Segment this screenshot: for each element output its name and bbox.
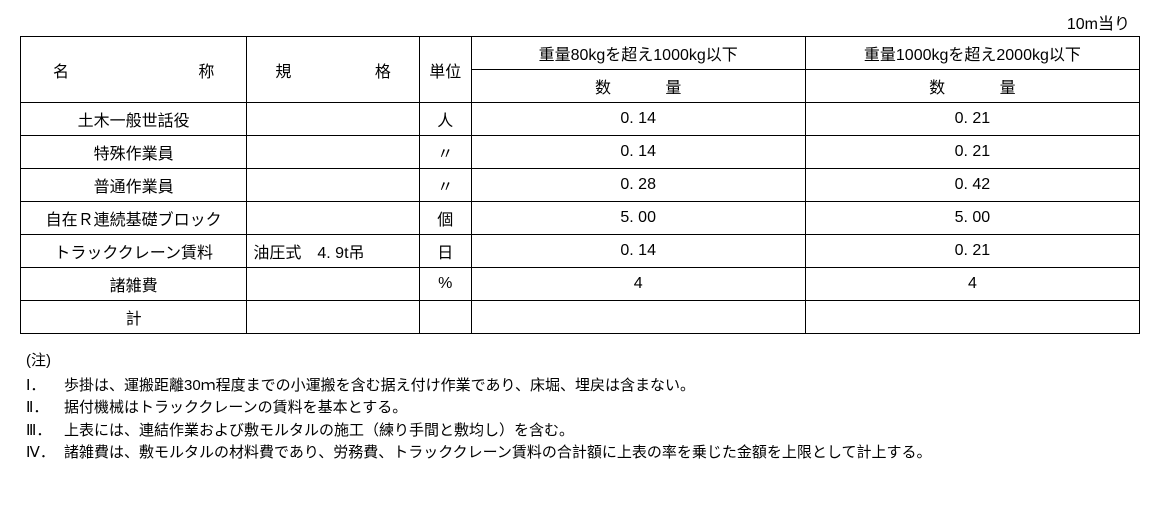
- cell-spec: [247, 202, 419, 235]
- cell-qty2: 5. 00: [805, 202, 1139, 235]
- cell-name: 特殊作業員: [21, 136, 247, 169]
- notes-section: (注) Ⅰ．歩掛は、運搬距離30ｍ程度までの小運搬を含む据え付け作業であり、床堀…: [20, 350, 1142, 465]
- note-item: Ⅲ．上表には、連結作業および敷モルタルの施工（練り手間と敷均し）を含む。: [26, 420, 1142, 443]
- cell-spec: [247, 103, 419, 136]
- table-row: 土木一般世話役 人0. 140. 21: [21, 103, 1140, 136]
- note-text: 上表には、連結作業および敷モルタルの施工（練り手間と敷均し）を含む。: [64, 420, 1142, 443]
- table-row: 計: [21, 301, 1140, 334]
- note-num: Ⅲ．: [26, 420, 64, 443]
- cell-unit: 日: [419, 235, 471, 268]
- cell-name: 土木一般世話役: [21, 103, 247, 136]
- table-row: トラッククレーン賃料油圧式 4. 9t吊日0. 140. 21: [21, 235, 1140, 268]
- header-spec-right: 格: [375, 58, 391, 82]
- main-table: 名 称 規 格 単位 重量80kgを超え1000kg以下 重量1000kgを超え…: [20, 36, 1140, 334]
- cell-qty2: [805, 301, 1139, 334]
- cell-spec: 油圧式 4. 9t吊: [247, 235, 419, 268]
- cell-qty2: 0. 42: [805, 169, 1139, 202]
- notes-title: (注): [26, 350, 1142, 373]
- note-item: Ⅳ．諸雑費は、敷モルタルの材料費であり、労務費、トラッククレーン賃料の合計額に上…: [26, 442, 1142, 465]
- cell-unit: 個: [419, 202, 471, 235]
- cell-spec: [247, 301, 419, 334]
- table-row: 自在Ｒ連続基礎ブロック個5. 005. 00: [21, 202, 1140, 235]
- cell-spec: [247, 268, 419, 301]
- cell-qty1: [471, 301, 805, 334]
- cell-spec: [247, 169, 419, 202]
- cell-name: 計: [21, 301, 247, 334]
- table-row: 普通作業員 〃0. 280. 42: [21, 169, 1140, 202]
- note-num: Ⅰ．: [26, 375, 64, 398]
- header-name: 名 称: [21, 37, 247, 103]
- note-text: 据付機械はトラッククレーンの賃料を基本とする。: [64, 397, 1142, 420]
- cell-name: 自在Ｒ連続基礎ブロック: [21, 202, 247, 235]
- notes-list: Ⅰ．歩掛は、運搬距離30ｍ程度までの小運搬を含む据え付け作業であり、床堀、埋戻は…: [26, 375, 1142, 465]
- header-name-left: 名: [53, 58, 69, 82]
- note-item: Ⅰ．歩掛は、運搬距離30ｍ程度までの小運搬を含む据え付け作業であり、床堀、埋戻は…: [26, 375, 1142, 398]
- cell-qty1: 0. 14: [471, 235, 805, 268]
- cell-unit: [419, 301, 471, 334]
- header-name-right: 称: [198, 58, 214, 82]
- cell-unit: 〃: [419, 136, 471, 169]
- header-qty1: 数 量: [471, 70, 805, 103]
- header-weight1: 重量80kgを超え1000kg以下: [471, 37, 805, 70]
- note-num: Ⅳ．: [26, 442, 64, 465]
- cell-qty2: 4: [805, 268, 1139, 301]
- cell-qty1: 0. 14: [471, 103, 805, 136]
- note-text: 歩掛は、運搬距離30ｍ程度までの小運搬を含む据え付け作業であり、床堀、埋戻は含ま…: [64, 375, 1142, 398]
- note-num: Ⅱ．: [26, 397, 64, 420]
- cell-name: 諸雑費: [21, 268, 247, 301]
- cell-qty1: 5. 00: [471, 202, 805, 235]
- cell-qty1: 0. 14: [471, 136, 805, 169]
- header-spec-left: 規: [275, 58, 291, 82]
- header-weight2: 重量1000kgを超え2000kg以下: [805, 37, 1139, 70]
- header-spec: 規 格: [247, 37, 419, 103]
- cell-qty2: 0. 21: [805, 136, 1139, 169]
- note-item: Ⅱ．据付機械はトラッククレーンの賃料を基本とする。: [26, 397, 1142, 420]
- table-row: 特殊作業員 〃0. 140. 21: [21, 136, 1140, 169]
- cell-unit: 〃: [419, 169, 471, 202]
- unit-label: 10m当り: [20, 10, 1142, 34]
- note-text: 諸雑費は、敷モルタルの材料費であり、労務費、トラッククレーン賃料の合計額に上表の…: [64, 442, 1142, 465]
- cell-name: 普通作業員: [21, 169, 247, 202]
- cell-name: トラッククレーン賃料: [21, 235, 247, 268]
- cell-unit: %: [419, 268, 471, 301]
- cell-qty2: 0. 21: [805, 235, 1139, 268]
- cell-qty1: 4: [471, 268, 805, 301]
- table-row: 諸雑費%44: [21, 268, 1140, 301]
- header-unit: 単位: [419, 37, 471, 103]
- cell-spec: [247, 136, 419, 169]
- header-qty2: 数 量: [805, 70, 1139, 103]
- cell-unit: 人: [419, 103, 471, 136]
- cell-qty2: 0. 21: [805, 103, 1139, 136]
- cell-qty1: 0. 28: [471, 169, 805, 202]
